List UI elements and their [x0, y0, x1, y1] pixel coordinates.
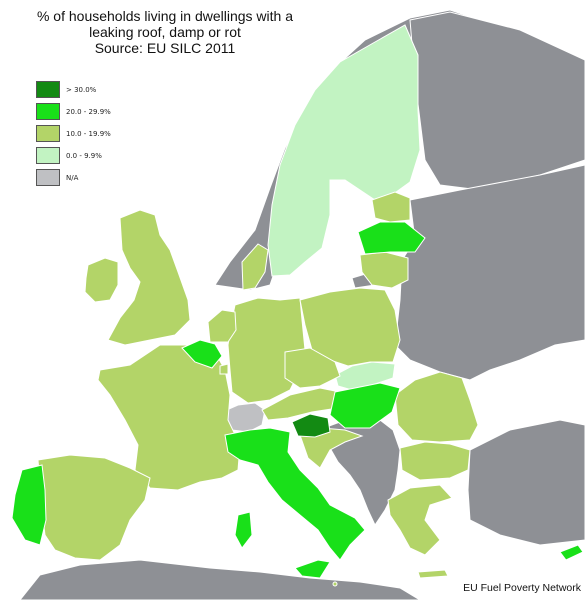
legend-item-gt30: > 30.0% [36, 80, 111, 99]
credit-text: EU Fuel Poverty Network [463, 582, 581, 594]
legend-swatch [36, 169, 60, 186]
legend-label: 10.0 - 19.9% [66, 129, 111, 138]
map-title: % of households living in dwellings with… [0, 8, 330, 56]
legend-item-20-29: 20.0 - 29.9% [36, 102, 111, 121]
legend-swatch [36, 103, 60, 120]
legend-label: 0.0 - 9.9% [66, 151, 102, 160]
legend-label: > 30.0% [66, 85, 97, 94]
legend-swatch [36, 81, 60, 98]
title-line-3: Source: EU SILC 2011 [94, 40, 236, 56]
region-0-9 [267, 24, 421, 391]
legend-label: 20.0 - 29.9% [66, 107, 111, 116]
region-gt-30 [291, 413, 331, 438]
legend-item-na: N/A [36, 168, 111, 187]
legend-item-10-19: 10.0 - 19.9% [36, 124, 111, 143]
legend-swatch [36, 125, 60, 142]
map-legend: > 30.0% 20.0 - 29.9% 10.0 - 19.9% 0.0 - … [36, 80, 111, 190]
region-20-29 [11, 221, 584, 579]
legend-swatch [36, 147, 60, 164]
title-line-1: % of households living in dwellings with… [36, 8, 294, 24]
title-line-2: leaking roof, damp or rot [89, 24, 241, 40]
legend-item-0-9: 0.0 - 9.9% [36, 146, 111, 165]
region-10-19 [37, 191, 479, 587]
legend-label: N/A [66, 173, 79, 182]
